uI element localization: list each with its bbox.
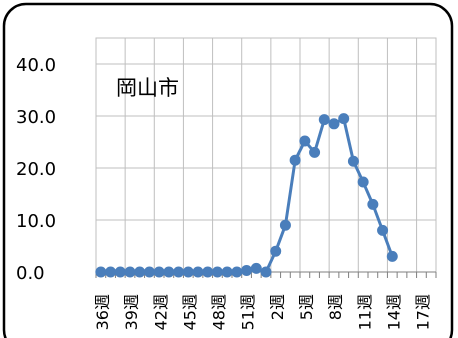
x-tick-label: 45週 <box>180 294 199 330</box>
data-point <box>154 267 164 277</box>
y-tick-label: 20.0 <box>16 159 56 180</box>
x-tick-label: 48週 <box>210 294 229 330</box>
data-point <box>242 265 252 275</box>
data-point <box>96 267 106 277</box>
y-tick-label: 40.0 <box>16 55 56 76</box>
x-tick-label: 17週 <box>414 294 433 330</box>
data-point <box>378 225 388 235</box>
data-point <box>339 114 349 124</box>
chart-title: 岡山市 <box>116 76 179 100</box>
x-tick-label: 8週 <box>326 294 345 320</box>
x-tick-label: 5週 <box>297 294 316 320</box>
data-point <box>144 267 154 277</box>
data-point <box>222 267 232 277</box>
data-point <box>261 267 271 277</box>
data-point <box>174 267 184 277</box>
y-tick-label: 30.0 <box>16 107 56 128</box>
data-point <box>358 177 368 187</box>
data-point <box>106 267 116 277</box>
x-tick-label: 39週 <box>122 294 141 330</box>
data-point <box>251 263 261 273</box>
x-tick-label: 2週 <box>268 294 287 320</box>
y-tick-label: 10.0 <box>16 211 56 232</box>
data-point <box>212 267 222 277</box>
data-point <box>183 267 193 277</box>
data-point <box>348 156 358 166</box>
data-point <box>290 155 300 165</box>
x-tick-label: 51週 <box>239 294 258 330</box>
y-tick-label: 0.0 <box>16 263 45 284</box>
data-point <box>193 267 203 277</box>
x-tick-label: 36週 <box>93 294 112 330</box>
data-point <box>300 136 310 146</box>
data-point <box>271 246 281 256</box>
data-point <box>310 147 320 157</box>
data-point <box>387 251 397 261</box>
x-tick-label: 42週 <box>151 294 170 330</box>
data-point <box>203 267 213 277</box>
data-point <box>125 267 135 277</box>
x-tick-label: 14週 <box>384 294 403 330</box>
data-point <box>232 267 242 277</box>
data-point <box>329 119 339 129</box>
data-point <box>164 267 174 277</box>
data-point <box>280 220 290 230</box>
data-point <box>115 267 125 277</box>
data-point <box>319 115 329 125</box>
x-tick-label: 11週 <box>355 294 374 330</box>
data-point <box>368 199 378 209</box>
data-point <box>135 267 145 277</box>
